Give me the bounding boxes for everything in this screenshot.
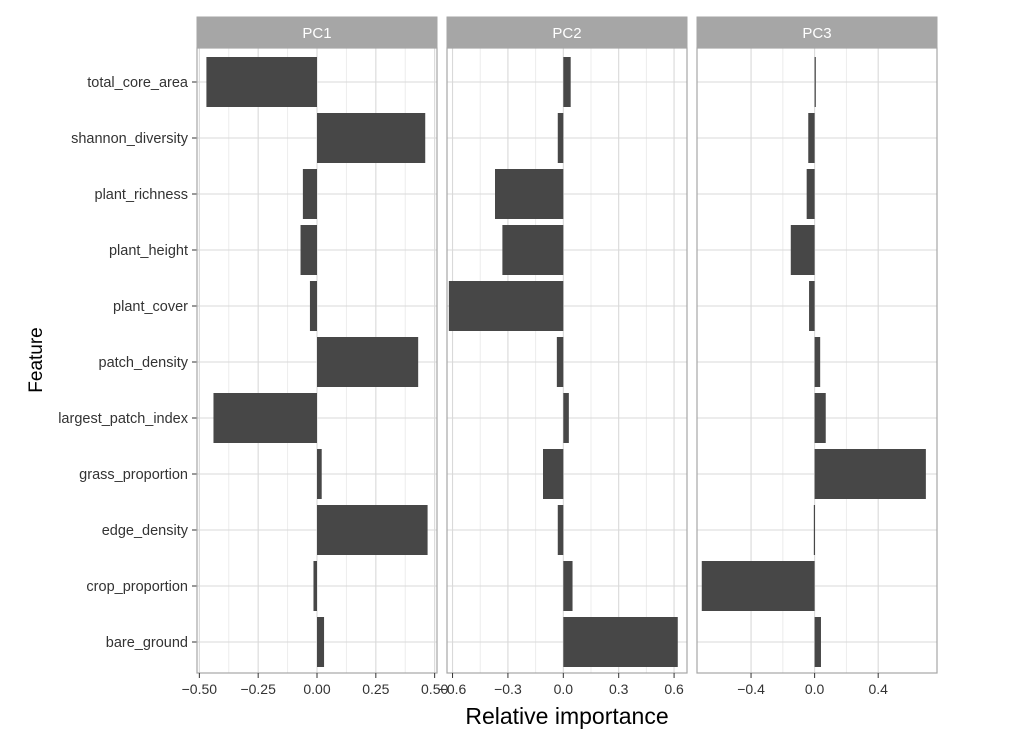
facet-strip-label: PC3 [802, 25, 831, 42]
bar-pc1-bare_ground [317, 617, 325, 667]
bar-pc3-patch_density [814, 337, 821, 387]
x-tick-label: −0.25 [240, 681, 276, 697]
y-tick-label: plant_richness [95, 187, 189, 203]
bar-pc3-largest_patch_index [814, 393, 826, 443]
bar-pc2-bare_ground [563, 617, 678, 667]
y-axis-title: Feature [26, 327, 47, 392]
y-tick-label: plant_cover [113, 299, 188, 315]
x-tick-label: −0.3 [494, 681, 522, 697]
bar-pc2-shannon_diversity [557, 113, 564, 163]
bar-pc2-largest_patch_index [563, 393, 569, 443]
bar-pc1-crop_proportion [313, 561, 317, 611]
bar-pc3-plant_cover [809, 281, 815, 331]
bar-pc3-grass_proportion [814, 449, 926, 499]
bar-pc1-total_core_area [206, 57, 317, 107]
bar-pc2-grass_proportion [543, 449, 564, 499]
bar-pc1-shannon_diversity [317, 113, 426, 163]
facet-strip [446, 16, 688, 49]
y-tick-label: total_core_area [87, 75, 189, 91]
bar-pc3-plant_height [790, 225, 815, 275]
bar-pc2-plant_richness [495, 169, 564, 219]
bar-pc2-total_core_area [563, 57, 571, 107]
x-tick-label: −0.6 [439, 681, 467, 697]
y-tick-label: largest_patch_index [58, 411, 189, 427]
x-tick-label: 0.6 [664, 681, 684, 697]
facet-strip-label: PC2 [552, 25, 581, 42]
x-tick-label: −0.50 [182, 681, 218, 697]
bar-pc1-edge_density [317, 505, 428, 555]
bar-pc2-plant_cover [448, 281, 564, 331]
y-tick-label: edge_density [102, 523, 189, 539]
x-tick-label: 0.3 [609, 681, 629, 697]
x-tick-label: 0.0 [554, 681, 574, 697]
facet-strip-label: PC1 [302, 25, 331, 42]
bar-pc2-plant_height [502, 225, 564, 275]
bar-pc3-total_core_area [814, 57, 816, 107]
y-tick-label: plant_height [109, 243, 188, 259]
x-tick-label: 0.0 [805, 681, 825, 697]
bar-pc3-edge_density [813, 505, 816, 555]
bar-pc1-plant_richness [302, 169, 317, 219]
bar-pc1-largest_patch_index [213, 393, 317, 443]
y-tick-label: crop_proportion [86, 579, 188, 595]
bar-pc1-plant_height [300, 225, 317, 275]
bar-pc1-grass_proportion [317, 449, 322, 499]
facet-strip [196, 16, 438, 49]
x-tick-label: 0.25 [362, 681, 389, 697]
x-tick-label: 0.50 [421, 681, 448, 697]
y-tick-label: grass_proportion [79, 467, 188, 483]
bar-pc2-patch_density [556, 337, 564, 387]
facet-strip [696, 16, 938, 49]
y-tick-label: shannon_diversity [71, 131, 189, 147]
bar-pc3-bare_ground [814, 617, 821, 667]
bar-pc1-plant_cover [309, 281, 317, 331]
y-tick-label: bare_ground [106, 635, 188, 651]
bar-pc3-shannon_diversity [808, 113, 815, 163]
x-tick-label: −0.4 [737, 681, 765, 697]
bar-pc3-crop_proportion [701, 561, 815, 611]
bar-pc2-edge_density [557, 505, 564, 555]
bar-pc2-crop_proportion [563, 561, 573, 611]
y-tick-label: patch_density [99, 355, 189, 371]
x-axis-title: Relative importance [465, 703, 668, 729]
x-tick-label: 0.00 [303, 681, 330, 697]
x-tick-label: 0.4 [868, 681, 888, 697]
bar-pc1-patch_density [317, 337, 419, 387]
bar-pc3-plant_richness [806, 169, 815, 219]
